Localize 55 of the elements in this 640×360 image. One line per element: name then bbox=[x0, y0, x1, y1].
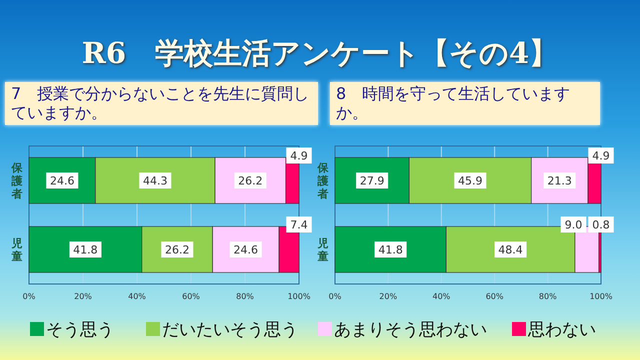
data-label: 27.9 bbox=[360, 174, 384, 188]
x-tick-label: 40% bbox=[128, 292, 146, 301]
x-tick-label: 0% bbox=[328, 292, 342, 301]
text: R6 学校生活アンケート【その4】 bbox=[80, 35, 560, 72]
text: だいたいそう思う bbox=[162, 320, 298, 340]
data-label: 41.8 bbox=[378, 244, 403, 256]
data-label: 7.4 bbox=[286, 216, 312, 232]
x-tick-label: 80% bbox=[538, 292, 558, 301]
data-label: 21.3 bbox=[547, 174, 572, 188]
data-label: 48.4 bbox=[498, 244, 523, 256]
data-label: 9.0 bbox=[564, 218, 582, 232]
data-label: 24.6 bbox=[50, 174, 74, 188]
x-tick-label: 80% bbox=[236, 292, 254, 301]
x-tick-label: 100% bbox=[288, 292, 311, 301]
data-label: 45.9 bbox=[458, 174, 483, 188]
x-tick-label: 100% bbox=[590, 292, 613, 301]
x-tick-label: 60% bbox=[182, 292, 200, 301]
data-label: 7.4 bbox=[290, 218, 308, 232]
data-label: 41.8 bbox=[73, 244, 98, 256]
data-label: 48.4 bbox=[494, 242, 527, 258]
x-tick-label: 20% bbox=[379, 292, 398, 301]
x-tick-label: 40% bbox=[432, 292, 451, 301]
x-tick-label: 0% bbox=[22, 292, 36, 301]
data-label: 27.9 bbox=[356, 172, 388, 188]
data-label: 26.2 bbox=[238, 174, 263, 188]
data-label: 24.6 bbox=[230, 242, 262, 258]
y-tick-label: 保護者 bbox=[316, 162, 330, 200]
data-label: 24.6 bbox=[46, 172, 78, 188]
chart-title: 8 時間を守って生活していますか。 bbox=[330, 82, 600, 125]
data-label: 21.3 bbox=[544, 172, 576, 188]
data-label: 4.9 bbox=[588, 148, 614, 164]
legend-label: あまりそう思わない bbox=[334, 320, 487, 340]
y-tick-label: 保護者 bbox=[10, 162, 24, 200]
data-label: 4.9 bbox=[290, 150, 308, 162]
data-label: 0.8 bbox=[588, 216, 614, 232]
legend-label: 思わない bbox=[528, 320, 596, 340]
data-label: 44.3 bbox=[139, 172, 172, 188]
chart-title: 7 授業で分からないことを先生に質問していますか。 bbox=[5, 82, 318, 125]
data-label: 41.8 bbox=[374, 242, 407, 258]
data-label: 45.9 bbox=[454, 172, 486, 188]
data-label: 0.8 bbox=[592, 218, 610, 232]
data-label: 26.2 bbox=[164, 244, 190, 256]
data-label: 41.8 bbox=[69, 242, 102, 258]
data-label: 9.0 bbox=[560, 216, 586, 232]
data-label: 44.3 bbox=[142, 174, 168, 188]
data-label: 4.9 bbox=[286, 148, 312, 164]
legend-label: そう思う bbox=[46, 320, 114, 340]
data-label: 26.2 bbox=[234, 172, 266, 188]
y-tick-label: 児童 bbox=[10, 237, 22, 263]
y-tick-label: 児童 bbox=[316, 237, 328, 263]
data-label: 24.6 bbox=[234, 244, 258, 256]
data-label: 4.9 bbox=[592, 150, 610, 162]
data-label: 26.2 bbox=[161, 242, 194, 258]
x-tick-label: 60% bbox=[486, 292, 504, 301]
x-tick-label: 20% bbox=[74, 292, 92, 301]
